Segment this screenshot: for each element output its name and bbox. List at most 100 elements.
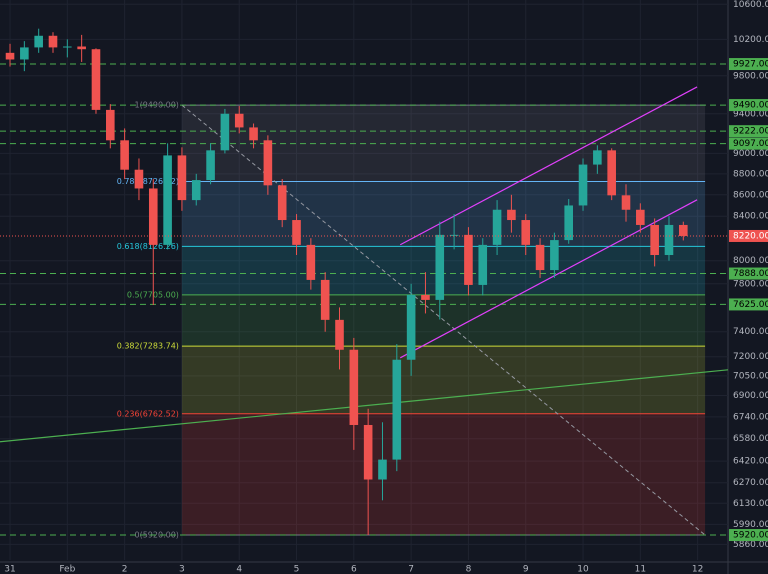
y-tick-label: 6580.00: [733, 434, 768, 444]
fib-band: [181, 413, 706, 536]
candle-body: [392, 359, 402, 460]
y-tick-label: 5990.00: [733, 520, 768, 530]
candle-body: [48, 35, 58, 48]
candle-body: [5, 52, 15, 60]
price-level-tag-label: 9490.00: [733, 101, 768, 111]
y-tick-label: 6420.00: [733, 457, 768, 467]
x-tick-label: 11: [635, 565, 646, 574]
y-tick-label: 8400.00: [733, 212, 768, 222]
candle-body: [220, 113, 230, 151]
candle-body: [607, 150, 616, 196]
candle-body: [134, 169, 144, 189]
candle-body: [378, 459, 387, 480]
trend-line: [399, 86, 698, 246]
y-tick-label: 8000.00: [733, 256, 768, 266]
x-tick-label: 3: [179, 565, 185, 574]
x-tick-label: 6: [351, 565, 357, 574]
x-tick-label: 5: [294, 565, 300, 574]
fib-level-label: 1(9490.00): [135, 101, 179, 110]
y-tick-label: 10600.00: [733, 0, 768, 10]
price-level-tag: [729, 267, 768, 280]
candle-body: [91, 49, 101, 110]
price-level-tag: [729, 99, 768, 112]
candle-body: [406, 294, 416, 360]
candle-body: [449, 234, 459, 236]
x-tick-label: 31: [4, 565, 15, 574]
candle-body: [507, 209, 516, 221]
fib-level-label: 0.618(8126.26): [117, 242, 179, 251]
candle-body: [435, 234, 445, 300]
candle-body: [593, 150, 602, 165]
candle-body: [177, 155, 187, 201]
x-tick-label: 8: [466, 565, 472, 574]
price-level-tag: [729, 137, 768, 150]
last-price-tag: [729, 229, 768, 242]
price-level-tag-label: 9097.00: [733, 139, 768, 149]
y-tick-label: 7800.00: [733, 279, 768, 289]
y-tick-label: 8800.00: [733, 169, 768, 179]
x-tick-label: 7: [408, 565, 414, 574]
candle-body: [34, 35, 43, 48]
y-tick-label: 8600.00: [733, 190, 768, 200]
candle-body: [421, 294, 430, 300]
candle-body: [277, 185, 287, 221]
y-tick-label: 5860.00: [733, 540, 768, 550]
x-tick-label: Feb: [59, 565, 75, 574]
candle-body: [478, 244, 488, 285]
candle-body: [163, 155, 172, 245]
trend-line: [399, 199, 698, 359]
y-tick-label: 7050.00: [733, 371, 768, 381]
fib-band: [181, 346, 706, 414]
candle-body: [234, 113, 244, 128]
candle-body: [521, 220, 531, 245]
candle-body: [320, 279, 330, 320]
y-tick-label: 6900.00: [733, 391, 768, 401]
price-level-tag-label: 5920.00: [733, 531, 768, 541]
candle-body: [120, 140, 129, 170]
candle-body: [148, 188, 158, 245]
price-level-tag: [729, 529, 768, 542]
fib-level-label: 0(5920.00): [135, 531, 179, 540]
y-tick-label: 7400.00: [733, 327, 768, 337]
candle-body: [63, 46, 72, 48]
x-tick-label: 4: [236, 565, 242, 574]
last-price-tag-label: 8220.00: [733, 231, 768, 241]
x-tick-label: 2: [122, 565, 128, 574]
y-tick-label: 6740.00: [733, 412, 768, 422]
fib-level-label: 0.786(8726.02): [117, 177, 179, 186]
candle-body: [306, 244, 316, 280]
x-tick-label: 12: [692, 565, 703, 574]
candle-body: [550, 240, 559, 271]
price-level-tag-label: 7625.00: [733, 300, 768, 310]
candle-body: [363, 424, 373, 480]
y-tick-label: 9800.00: [733, 71, 768, 81]
candle-body: [263, 140, 273, 186]
y-tick-label: 6130.00: [733, 499, 768, 509]
candle-body: [564, 205, 574, 241]
candle-body: [20, 47, 29, 60]
candle-body: [106, 109, 115, 141]
candle-body: [578, 164, 588, 206]
fib-level-label: 0.382(7283.74): [117, 342, 179, 351]
price-level-tag: [729, 125, 768, 138]
candle-body: [621, 195, 631, 210]
y-tick-label: 9000.00: [733, 149, 768, 159]
candle-body: [492, 209, 502, 245]
y-tick-label: 10200.00: [733, 35, 768, 45]
fib-level-label: 0.236(6762.52): [117, 409, 179, 418]
price-level-tag: [729, 298, 768, 311]
price-level-tag-label: 9927.00: [733, 60, 768, 70]
candle-body: [535, 244, 545, 271]
price-level-tag: [729, 58, 768, 71]
x-tick-label: 10: [577, 565, 589, 574]
y-tick-label: 7200.00: [733, 352, 768, 362]
candle-body: [77, 46, 86, 50]
candle-body: [664, 224, 674, 256]
trend-line: [0, 369, 729, 443]
price-level-tag-label: 7888.00: [733, 269, 768, 279]
price-level-tag-label: 9222.00: [733, 127, 768, 137]
candle-body: [335, 319, 344, 350]
candle-body: [191, 180, 201, 201]
y-tick-label: 9400.00: [733, 109, 768, 119]
candle-body: [249, 127, 258, 141]
